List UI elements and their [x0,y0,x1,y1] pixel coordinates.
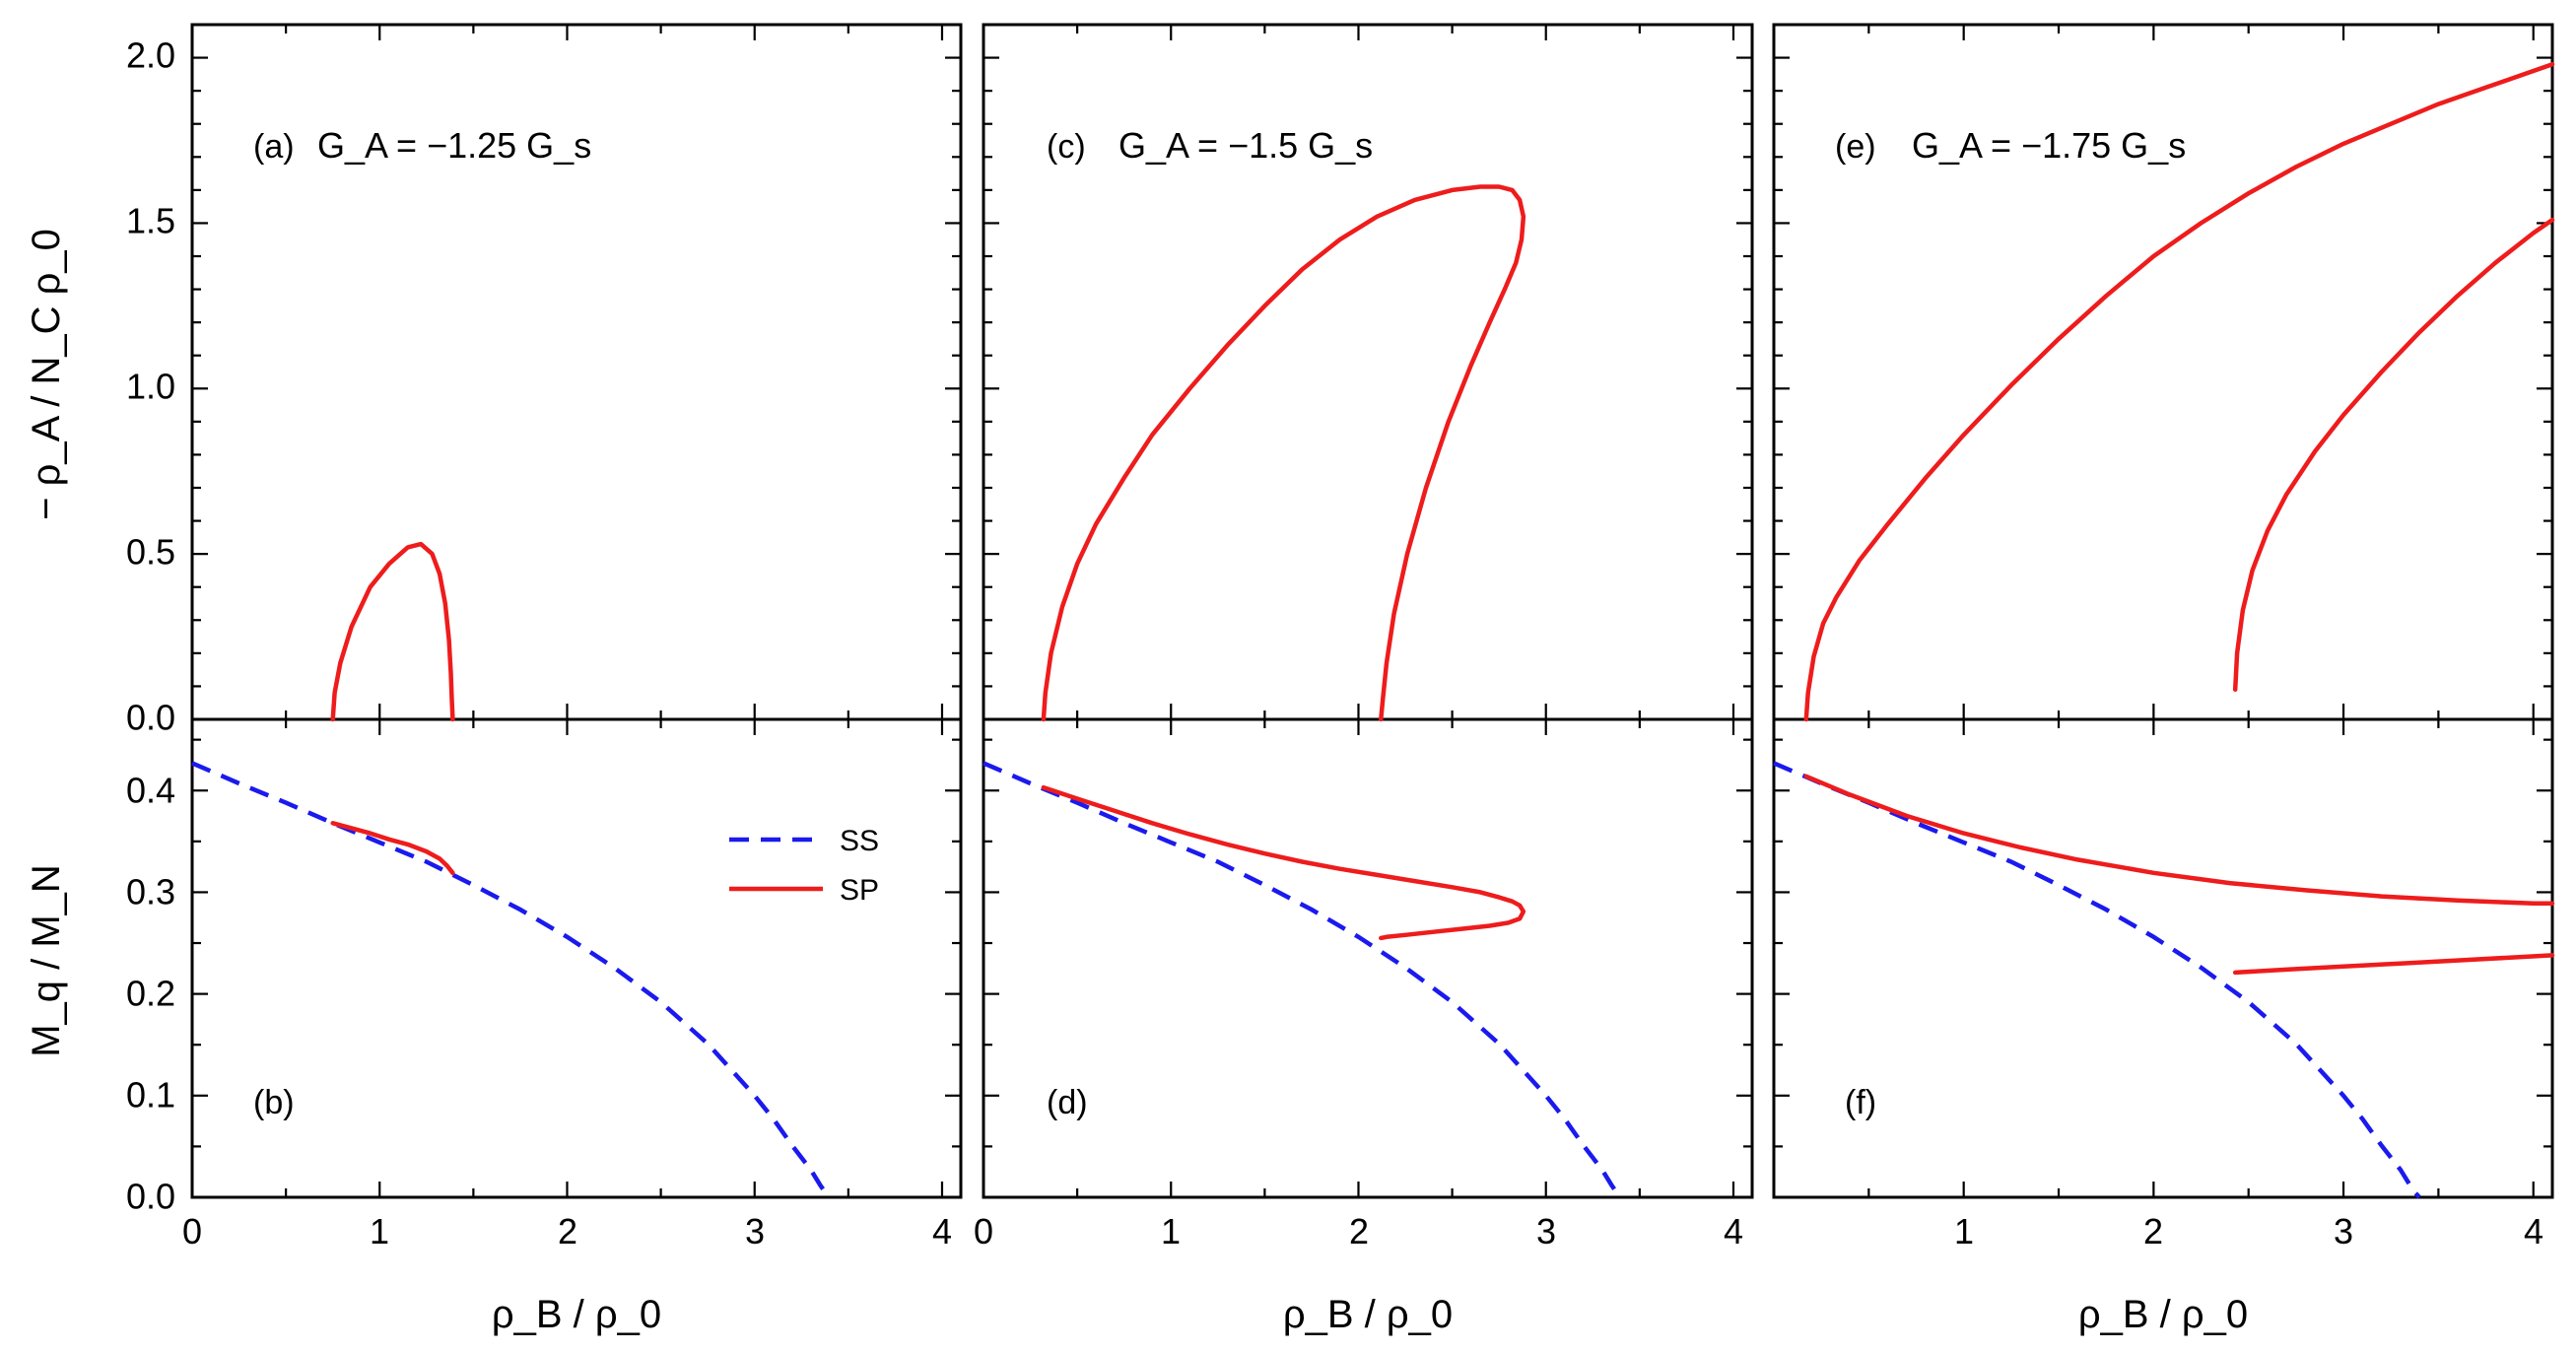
panel-title-a-suffix: G_s [526,125,591,166]
x-tick-label-a-3: 3 [745,1211,765,1251]
legend: SS SP [729,825,879,907]
bottom-y-tick-label-1: 0.1 [126,1075,175,1115]
x-tick-label-a-1: 1 [370,1211,389,1251]
top-y-tick-label-2: 1.0 [126,367,175,407]
x-tick-label-c-0: 0 [974,1211,993,1251]
legend-sp-label: SP [840,874,879,907]
top-y-tick-label-0: 0.0 [126,698,175,738]
legend-ss-label: SS [840,825,879,857]
panel-label-b: (b) [253,1084,295,1121]
top-y-tick-label-4: 2.0 [126,35,175,76]
x-tick-label-a-0: 0 [182,1211,202,1251]
panel-title-e-prefix: G_A = [1912,125,2021,166]
series-line-1-ss-0 [191,761,832,1199]
series-line-3-ss-0 [983,761,1623,1199]
series-line-5-sp-2 [2232,953,2555,976]
panel-title-e-suffix: G_s [2121,125,2186,166]
x-tick-label-c-2: 2 [1349,1211,1369,1251]
x-tick-label-c-3: 3 [1536,1211,1556,1251]
bottom-y-tick-label-3: 0.3 [126,872,175,913]
panel-title-e-value: −1.75 [2021,125,2111,166]
x-tick-label-c-1: 1 [1161,1211,1181,1251]
x-tick-label-a-2: 2 [558,1211,577,1251]
top-y-tick-label-3: 1.5 [126,201,175,241]
x-tick-label-c-4: 4 [1724,1211,1743,1251]
series-line-4-sp-0 [1803,62,2555,722]
panel-label-e: (e) [1835,128,1876,166]
panel-label-a: (a) [253,128,295,166]
panel-label-d: (d) [1047,1084,1088,1121]
panel-label-c: (c) [1047,128,1086,166]
series-line-5-sp-1 [1803,774,2555,907]
bottom-y-tick-label-2: 0.2 [126,974,175,1014]
series-line-5-ss-0 [1773,761,2421,1199]
panel-title-c: G_A = −1.5 G_s [1119,125,1373,166]
x-tick-label-e-4: 4 [2524,1211,2543,1251]
panel-title-c-suffix: G_s [1308,125,1373,166]
panel-d-frame [982,717,1754,1199]
panel-title-c-value: −1.5 [1228,125,1298,166]
x-tick-label-e-3: 3 [2334,1211,2353,1251]
data-curves [191,62,2555,1199]
panel-label-f: (f) [1845,1084,1876,1121]
x-axis-title-right: ρ_B / ρ_0 [2078,1293,2248,1336]
panel-title-a: G_A = −1.25 G_s [317,125,591,166]
x-axis-title-left: ρ_B / ρ_0 [492,1293,661,1336]
x-axis-title-middle: ρ_B / ρ_0 [1283,1293,1453,1336]
series-line-2-sp-0 [1041,184,1526,722]
series-line-4-sp-1 [2232,217,2555,693]
panel-title-a-prefix: G_A = [317,125,427,166]
bottom-y-axis-title: M_q / M_N [25,864,68,1057]
series-line-0-sp-0 [330,541,455,722]
bottom-y-tick-label-4: 0.4 [126,771,175,811]
panel-title-c-prefix: G_A = [1119,125,1228,166]
series-line-3-sp-1 [1041,784,1526,941]
x-tick-label-e-2: 2 [2143,1211,2163,1251]
panel-f-frame [1772,717,2554,1199]
top-y-axis-title: − ρ_A / N_C ρ_0 [25,229,68,520]
x-tick-label-a-4: 4 [932,1211,952,1251]
panel-title-a-value: −1.25 [427,125,516,166]
series-line-1-sp-1 [330,821,455,876]
panel-b-frame [190,717,963,1199]
bottom-y-tick-label-0: 0.0 [126,1177,175,1217]
x-tick-label-e-1: 1 [1954,1211,1974,1251]
top-y-tick-label-1: 0.5 [126,532,175,573]
tick-marks [190,23,2552,1199]
panel-title-e: G_A = −1.75 G_s [1912,125,2186,166]
